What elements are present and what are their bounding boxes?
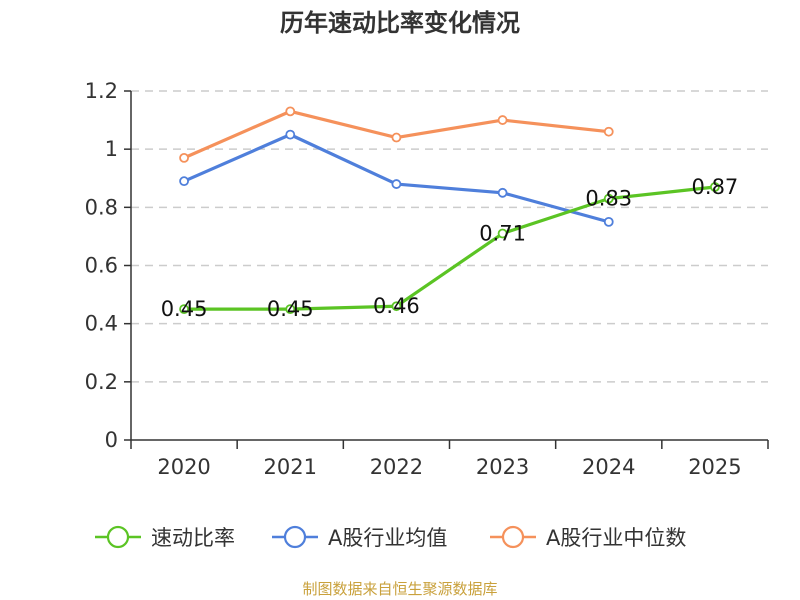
series-lines: [179, 106, 720, 315]
x-tick-label: 2023: [476, 455, 529, 479]
source-note: 制图数据来自恒生聚源数据库: [302, 580, 497, 598]
legend-label: A股行业均值: [328, 526, 447, 550]
data-point: [391, 179, 402, 189]
y-tick-label: 1: [105, 137, 118, 161]
x-tick-label: 2021: [264, 455, 317, 479]
data-point: [285, 129, 296, 140]
y-tick-label: 0.4: [85, 312, 118, 336]
data-point: [391, 301, 402, 312]
data-label: 0.83: [585, 187, 632, 211]
axes: 0 0.2 0.4 0.6 0.8 1 1.2 2020 2021 2022 2023 2024 202…: [85, 79, 769, 479]
data-label: 0.71: [479, 222, 526, 246]
data-point: [391, 132, 402, 143]
x-tick-label: 2020: [157, 455, 210, 479]
x-tick-label: 2024: [582, 455, 635, 479]
legend: 速动比率 A股行业均值 A股行业中位数: [95, 525, 686, 550]
data-point: [603, 193, 614, 204]
data-labels: 0.45 0.45 0.46 0.71 0.83 0.87: [161, 175, 739, 321]
data-label: 0.45: [267, 297, 314, 321]
legend-marker: [106, 525, 130, 549]
series-line-1: [182, 133, 611, 224]
y-tick-label: 0.2: [85, 370, 118, 394]
legend-label: A股行业中位数: [546, 526, 686, 550]
y-tick-label: 0.8: [85, 195, 118, 219]
data-point: [179, 304, 189, 315]
data-point: [603, 126, 614, 137]
data-point: [497, 115, 508, 125]
data-point: [497, 187, 508, 198]
chart-title: 历年速动比率变化情况: [280, 9, 520, 37]
data-point: [603, 216, 614, 227]
grid: [131, 90, 768, 383]
data-point: [179, 176, 189, 187]
data-point: [497, 228, 508, 239]
data-point: [285, 106, 296, 117]
data-point: [179, 152, 189, 163]
y-tick-label: 0: [105, 428, 118, 452]
data-label: 0.45: [161, 297, 208, 321]
data-label: 0.46: [373, 294, 420, 318]
legend-marker: [501, 525, 525, 549]
data-point: [285, 304, 296, 315]
data-point: [710, 182, 720, 192]
legend-label: 速动比率: [151, 526, 235, 550]
data-label: 0.87: [692, 175, 739, 199]
y-tick-label: 0.6: [85, 254, 118, 278]
x-tick-label: 2022: [370, 455, 423, 479]
x-tick-label: 2025: [688, 455, 741, 479]
y-tick-label: 1.2: [85, 79, 118, 103]
series-line-0: [182, 185, 717, 311]
legend-marker: [283, 525, 307, 549]
